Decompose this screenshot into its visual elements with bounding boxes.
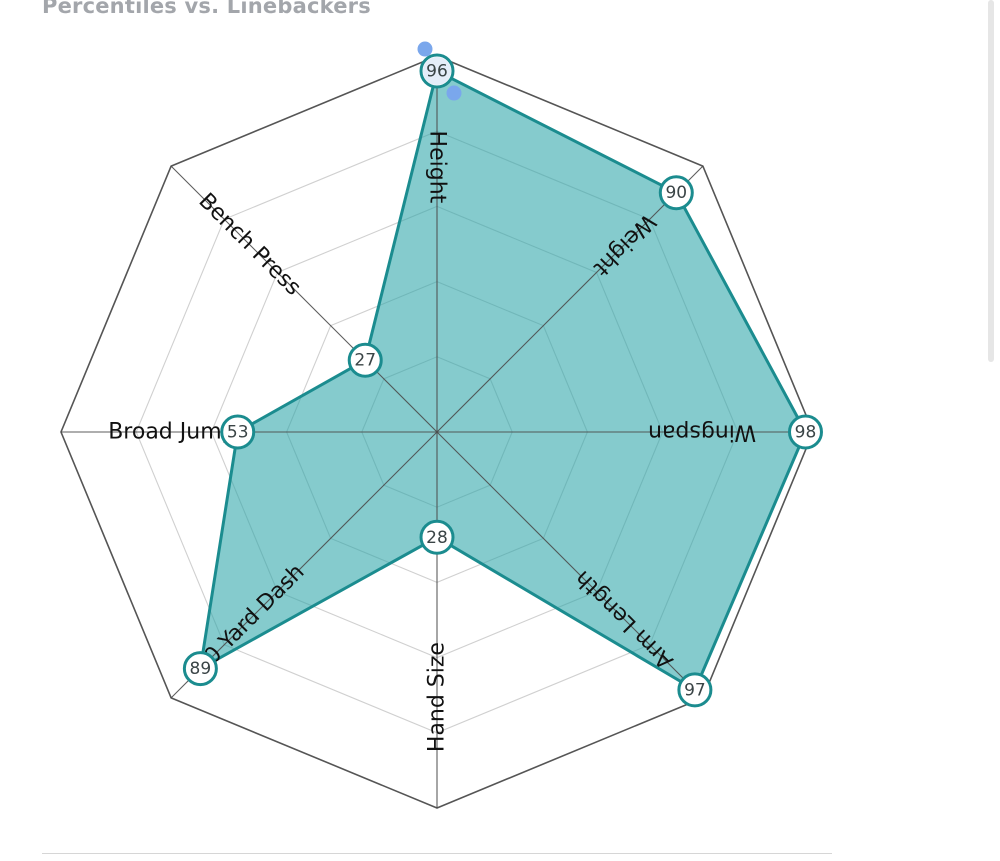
data-label-broad-jump: 53 [227, 423, 249, 443]
chart-title: Percentiles vs. Linebackers [42, 0, 371, 18]
data-point-hand-size[interactable] [419, 519, 455, 555]
radar-series-area [198, 69, 807, 692]
selection-handle-start[interactable] [417, 41, 433, 57]
radar-spoke [170, 431, 438, 699]
radar-spoke [436, 165, 704, 433]
data-point-arm-length[interactable] [677, 672, 713, 708]
bottom-divider [42, 853, 832, 854]
data-label-40-yard-dash: 89 [190, 659, 212, 679]
radar-spoke [170, 165, 438, 433]
data-label-hand-size: 28 [426, 528, 448, 548]
data-label-arm-length: 97 [684, 680, 706, 700]
data-label-wingspan: 98 [795, 423, 817, 443]
data-point-bench-press[interactable] [347, 342, 383, 378]
data-label-selected: 96 [426, 62, 448, 82]
selection-handles: 96 [417, 41, 462, 101]
axis-label-broad-jump: Broad Jump [108, 420, 235, 445]
data-point-broad-jump[interactable] [220, 414, 256, 450]
scrollbar[interactable] [988, 0, 994, 362]
data-point-weight[interactable] [658, 175, 694, 211]
data-point-wingspan[interactable] [787, 414, 823, 450]
axis-label-bench-press: Bench Press [194, 189, 306, 301]
radar-spoke [436, 431, 704, 699]
axis-label-wingspan: Wingspan [648, 420, 756, 445]
data-point-40-yard-dash[interactable] [182, 651, 218, 687]
data-label-bench-press: 27 [354, 351, 376, 371]
axis-label-height: Height [425, 131, 450, 204]
axis-label-hand-size: Hand Size [425, 642, 450, 752]
selection-handle-end[interactable] [446, 85, 462, 101]
selection-highlight [423, 57, 451, 86]
data-label-weight: 90 [665, 183, 687, 203]
